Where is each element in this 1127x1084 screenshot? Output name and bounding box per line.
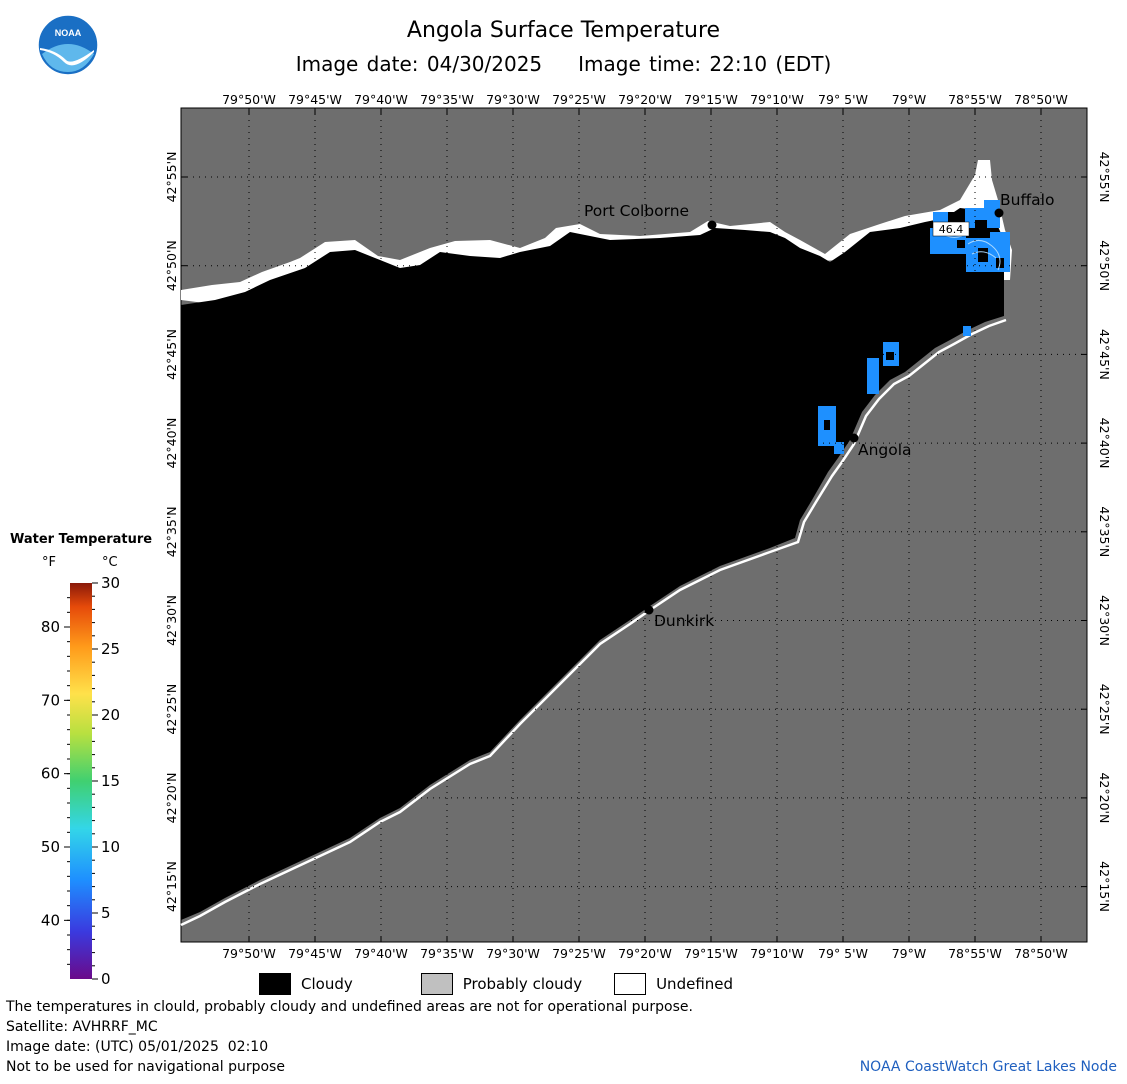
lat-label-left: 42°50'N: [164, 240, 179, 291]
lat-label-right: 42°50'N: [1097, 240, 1112, 291]
lon-label-bottom: 79° 5'W: [818, 946, 868, 961]
legend: Cloudy Probably cloudy Undefined: [259, 973, 733, 995]
undefined-rim-south: [180, 318, 1007, 927]
colorbar-title: Water Temperature: [10, 532, 153, 547]
legend-swatch-cloudy: [259, 973, 291, 995]
colorbar-label-c: 0: [101, 970, 111, 988]
lon-label-top: 79°25'W: [552, 92, 606, 107]
lat-label-left: 42°45'N: [164, 329, 179, 380]
lon-label-bottom: 79°40'W: [354, 946, 408, 961]
lat-label-right: 42°45'N: [1097, 329, 1112, 380]
lon-label-top: 79°10'W: [750, 92, 804, 107]
map-subtitle: Image date: 04/30/2025 Image time: 22:10 …: [0, 52, 1127, 76]
city-label-port-colborne: Port Colborne: [584, 202, 689, 220]
colorbar-gradient: [70, 583, 92, 979]
noaa-logo: NOAA: [37, 14, 99, 76]
temp-readout-box: [932, 221, 970, 237]
lon-label-top: 79°35'W: [420, 92, 474, 107]
lon-label-top: 79°50'W: [222, 92, 276, 107]
lon-label-top: 79°W: [892, 92, 927, 107]
legend-label-undefined: Undefined: [656, 975, 734, 993]
city-label-angola: Angola: [858, 441, 912, 459]
legend-swatch-undefined: [614, 973, 647, 995]
lat-label-left: 42°25'N: [164, 684, 179, 735]
credit-text: NOAA CoastWatch Great Lakes Node: [859, 1059, 1117, 1075]
lat-label-left: 42°20'N: [164, 772, 179, 823]
lon-label-bottom: 78°55'W: [948, 946, 1002, 961]
utc-date-text: Image date: (UTC) 05/01/2025 02:10: [6, 1039, 269, 1055]
lon-label-bottom: 79°35'W: [420, 946, 474, 961]
lon-label-top: 79°20'W: [618, 92, 672, 107]
svg-text:NOAA: NOAA: [55, 28, 82, 38]
cloudy-lake-area: [181, 208, 1004, 920]
colorbar-label-c: 15: [101, 772, 120, 790]
graticule: [181, 108, 1087, 942]
lon-label-bottom: 79°15'W: [684, 946, 738, 961]
lat-labels-right: 42°55'N 42°50'N 42°45'N 42°40'N 42°35'N 42°30…: [1097, 152, 1112, 912]
city-label-dunkirk: Dunkirk: [654, 612, 714, 630]
nav-warning-text: Not to be used for navigational purpose: [6, 1059, 285, 1075]
lon-label-top: 78°55'W: [948, 92, 1002, 107]
lon-label-top: 79°15'W: [684, 92, 738, 107]
axis-ticks: [181, 108, 1087, 942]
lon-label-bottom: 79°50'W: [222, 946, 276, 961]
lon-labels-bottom: 79°50'W 79°45'W 79°40'W 79°35'W 79°30'W 79°25…: [222, 946, 1068, 961]
colorbar-label-f: 60: [41, 765, 60, 783]
lon-labels-top: 79°50'W 79°45'W 79°40'W 79°35'W 79°30'W 79°25…: [222, 92, 1068, 107]
image-time: Image time: 22:10 (EDT): [578, 52, 832, 76]
lon-label-bottom: 79°25'W: [552, 946, 606, 961]
lat-label-right: 42°25'N: [1097, 684, 1112, 735]
city-label-buffalo: Buffalo: [1000, 191, 1054, 209]
colorbar-label-f: 40: [41, 911, 60, 929]
lon-label-top: 79°30'W: [486, 92, 540, 107]
colorbar-unit-f: °F: [42, 555, 56, 570]
temp-readout: 46.4: [939, 223, 964, 236]
lat-label-left: 42°15'N: [164, 861, 179, 912]
colorbar-label-c: 10: [101, 838, 120, 856]
lon-label-bottom: 79°20'W: [618, 946, 672, 961]
lon-label-top: 79°45'W: [288, 92, 342, 107]
colorbar-label-c: 5: [101, 904, 111, 922]
city-dot-buffalo: [994, 208, 1004, 218]
city-dot-port-colborne: [707, 220, 717, 230]
city-markers: [644, 208, 1004, 615]
lat-label-left: 42°35'N: [164, 506, 179, 557]
lat-labels-left: 42°55'N 42°50'N 42°45'N 42°40'N 42°35'N 42°30…: [164, 152, 179, 912]
colorbar-label-c: 30: [101, 575, 120, 592]
legend-label-probably-cloudy: Probably cloudy: [462, 975, 583, 993]
lon-label-top: 78°50'W: [1014, 92, 1068, 107]
colorbar-unit-c: °C: [102, 555, 118, 570]
lat-label-left: 42°40'N: [164, 418, 179, 469]
colorbar-label-c: 25: [101, 640, 120, 658]
colorbar-label-f: 50: [41, 838, 60, 856]
city-dot-angola: [849, 433, 859, 443]
sst-map: 46.4 79°50'W 79°45'W 79°40'W 79°35'W 79°30'W…: [164, 92, 1112, 961]
lon-label-top: 79° 5'W: [818, 92, 868, 107]
legend-swatch-probably-cloudy: [420, 973, 453, 995]
colorbar-label-c: 20: [101, 706, 120, 724]
lon-label-bottom: 78°50'W: [1014, 946, 1068, 961]
lat-label-right: 42°20'N: [1097, 772, 1112, 823]
lat-label-left: 42°55'N: [164, 152, 179, 203]
lat-label-right: 42°55'N: [1097, 152, 1112, 203]
lon-label-top: 79°40'W: [354, 92, 408, 107]
disclaimer-text: The temperatures in clould, probably clo…: [6, 999, 693, 1015]
lon-label-bottom: 79°30'W: [486, 946, 540, 961]
lat-label-left: 42°30'N: [164, 595, 179, 646]
legend-label-cloudy: Cloudy: [301, 975, 353, 993]
lat-label-right: 42°40'N: [1097, 418, 1112, 469]
lat-label-right: 42°30'N: [1097, 595, 1112, 646]
lon-label-bottom: 79°W: [892, 946, 927, 961]
satellite-text: Satellite: AVHRRF_MC: [6, 1019, 158, 1035]
colorbar-label-f: 70: [41, 691, 60, 709]
lon-label-bottom: 79°45'W: [288, 946, 342, 961]
city-dot-dunkirk: [644, 605, 654, 615]
lon-label-bottom: 79°10'W: [750, 946, 804, 961]
map-title: Angola Surface Temperature: [406, 18, 721, 43]
lat-label-right: 42°35'N: [1097, 506, 1112, 557]
lat-label-right: 42°15'N: [1097, 861, 1112, 912]
colorbar-label-f: 80: [41, 618, 60, 636]
image-date: Image date: 04/30/2025: [295, 52, 543, 76]
